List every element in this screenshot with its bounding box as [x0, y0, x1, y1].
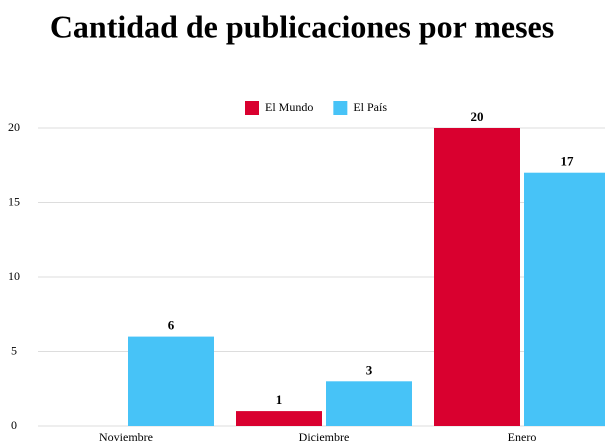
bar	[326, 381, 412, 426]
value-label: 1	[276, 392, 283, 407]
y-tick-label: 20	[8, 120, 20, 134]
y-tick-label: 0	[11, 418, 17, 432]
x-tick-label: Noviembre	[99, 430, 153, 444]
value-label: 6	[168, 318, 175, 333]
bar	[236, 411, 322, 426]
y-tick-label: 15	[8, 194, 20, 208]
x-tick-label: Enero	[508, 430, 537, 444]
value-label: 17	[561, 154, 575, 169]
y-tick-label: 5	[11, 343, 17, 357]
legend-label: El Mundo	[265, 100, 313, 114]
legend-label: El País	[353, 100, 387, 114]
value-label: 20	[471, 109, 484, 124]
bar	[128, 336, 214, 426]
legend-swatch	[333, 101, 348, 115]
y-tick-label: 10	[8, 269, 20, 283]
bar	[434, 128, 520, 426]
chart-title: Cantidad de publicaciones por meses	[50, 8, 554, 44]
x-tick-label: Diciembre	[299, 430, 350, 444]
bar	[524, 172, 605, 426]
legend-swatch	[245, 101, 259, 115]
value-label: 3	[366, 362, 373, 377]
